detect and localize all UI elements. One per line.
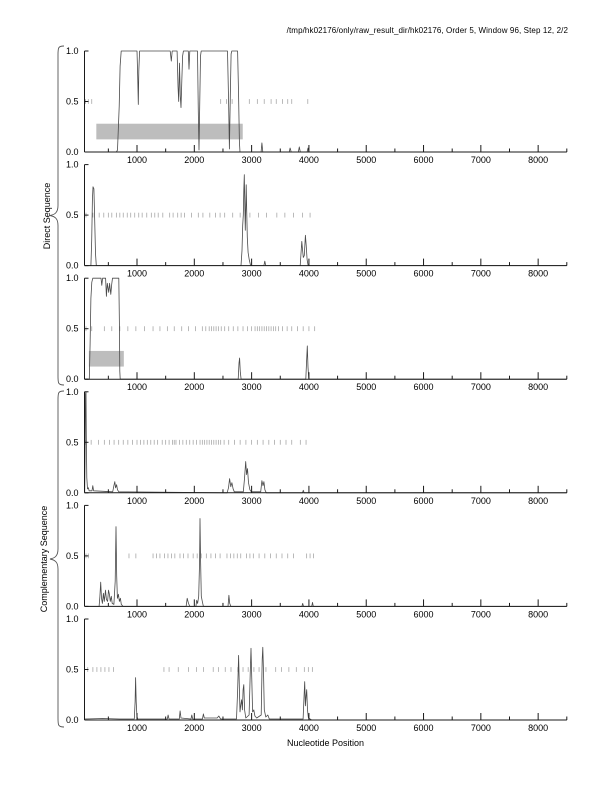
x-tick-label: 7000 bbox=[471, 723, 491, 733]
panel-complementary-frame-2: 1000 2000 3000 4000 5000 6000 7000 8000 0.0 0.5 1.… bbox=[66, 500, 568, 619]
x-tick-label: 1000 bbox=[127, 609, 147, 619]
y-tick-label: 0.0 bbox=[66, 715, 79, 725]
x-tick-label: 1000 bbox=[127, 496, 147, 506]
axes bbox=[84, 50, 568, 153]
y-tick-label: 1.0 bbox=[66, 46, 79, 56]
x-tick-label: 4000 bbox=[299, 155, 319, 165]
x-tick-label: 2000 bbox=[184, 382, 204, 392]
x-tick-label: 5000 bbox=[356, 723, 376, 733]
predicted-region-bar bbox=[96, 123, 243, 140]
x-tick-label: 3000 bbox=[242, 609, 262, 619]
axes bbox=[84, 618, 568, 721]
y-tick-label: 1.0 bbox=[66, 614, 79, 624]
codon-markers bbox=[85, 553, 314, 559]
probability-curve bbox=[84, 174, 567, 266]
x-tick-label: 1000 bbox=[127, 155, 147, 165]
x-tick-label: 6000 bbox=[414, 269, 434, 279]
x-tick-label: 6000 bbox=[414, 609, 434, 619]
panel-direct-frame-2: 1000 2000 3000 4000 5000 6000 7000 8000 0.0 0.5 1.… bbox=[66, 160, 568, 279]
panel-direct-frame-1: 1000 2000 3000 4000 5000 6000 7000 8000 0.0 0.5 1.… bbox=[66, 46, 568, 165]
x-tick-label: 4000 bbox=[299, 382, 319, 392]
codon-markers bbox=[87, 667, 313, 672]
y-tick-label: 0.5 bbox=[66, 551, 79, 561]
x-tick-label: 8000 bbox=[528, 269, 548, 279]
x-tick-label: 5000 bbox=[356, 609, 376, 619]
axes bbox=[84, 277, 568, 380]
direct-sequence-brace bbox=[49, 45, 65, 386]
x-tick-label: 6000 bbox=[414, 496, 434, 506]
x-tick-label: 8000 bbox=[528, 609, 548, 619]
probability-curve bbox=[84, 391, 567, 494]
axes bbox=[84, 164, 568, 267]
y-tick-label: 0.0 bbox=[66, 147, 79, 157]
probability-curve bbox=[84, 646, 567, 721]
axes bbox=[84, 504, 568, 607]
codon-markers bbox=[85, 99, 309, 104]
x-tick-label: 7000 bbox=[471, 496, 491, 506]
x-tick-label: 6000 bbox=[414, 155, 434, 165]
x-tick-label: 2000 bbox=[184, 155, 204, 165]
x-tick-label: 1000 bbox=[127, 382, 147, 392]
group-label-direct-sequence: Direct Sequence bbox=[42, 182, 52, 250]
y-tick-label: 0.5 bbox=[66, 665, 79, 675]
x-tick-label: 7000 bbox=[471, 382, 491, 392]
axes bbox=[84, 391, 568, 494]
x-tick-label: 2000 bbox=[184, 723, 204, 733]
y-tick-label: 0.0 bbox=[66, 261, 79, 271]
panel-direct-frame-3: 1000 2000 3000 4000 5000 6000 7000 8000 0.0 0.5 1.… bbox=[66, 273, 568, 392]
y-tick-label: 1.0 bbox=[66, 160, 79, 170]
codon-markers bbox=[85, 326, 316, 332]
y-tick-label: 0.5 bbox=[66, 97, 79, 107]
x-tick-label: 2000 bbox=[184, 496, 204, 506]
y-tick-label: 0.0 bbox=[66, 601, 79, 611]
y-tick-label: 0.0 bbox=[66, 488, 79, 498]
x-tick-label: 1000 bbox=[127, 269, 147, 279]
x-tick-label: 5000 bbox=[356, 155, 376, 165]
x-tick-label: 2000 bbox=[184, 269, 204, 279]
x-tick-label: 5000 bbox=[356, 269, 376, 279]
x-tick-label: 3000 bbox=[242, 382, 262, 392]
x-tick-label: 4000 bbox=[299, 269, 319, 279]
y-tick-label: 0.5 bbox=[66, 210, 79, 220]
probability-curve bbox=[84, 518, 567, 607]
codon-markers bbox=[85, 212, 311, 218]
panel-complementary-frame-3: 1000 2000 3000 4000 5000 6000 7000 8000 0.0 0.5 1.… bbox=[66, 614, 568, 733]
x-tick-label: 1000 bbox=[127, 723, 147, 733]
y-tick-label: 0.0 bbox=[66, 374, 79, 384]
y-tick-label: 1.0 bbox=[66, 273, 79, 283]
y-tick-label: 1.0 bbox=[66, 387, 79, 397]
x-tick-label: 3000 bbox=[242, 723, 262, 733]
x-tick-label: 5000 bbox=[356, 382, 376, 392]
x-tick-label: 3000 bbox=[242, 496, 262, 506]
x-tick-label: 8000 bbox=[528, 382, 548, 392]
x-tick-label: 3000 bbox=[242, 269, 262, 279]
codon-markers bbox=[85, 439, 307, 445]
x-tick-label: 3000 bbox=[242, 155, 262, 165]
complementary-sequence-brace bbox=[49, 390, 65, 728]
x-tick-label: 8000 bbox=[528, 723, 548, 733]
x-tick-label: 7000 bbox=[471, 609, 491, 619]
x-tick-label: 8000 bbox=[528, 155, 548, 165]
x-tick-label: 5000 bbox=[356, 496, 376, 506]
x-tick-label: 7000 bbox=[471, 155, 491, 165]
predicted-region-bar bbox=[88, 350, 124, 367]
x-tick-label: 7000 bbox=[471, 269, 491, 279]
x-tick-label: 4000 bbox=[299, 609, 319, 619]
probability-curve bbox=[84, 277, 567, 380]
x-tick-label: 2000 bbox=[184, 609, 204, 619]
x-tick-label: 6000 bbox=[414, 382, 434, 392]
y-tick-label: 0.5 bbox=[66, 324, 79, 334]
x-tick-label: 4000 bbox=[299, 723, 319, 733]
y-tick-label: 0.5 bbox=[66, 437, 79, 447]
y-tick-label: 1.0 bbox=[66, 500, 79, 510]
x-tick-label: 4000 bbox=[299, 496, 319, 506]
panel-complementary-frame-1: 1000 2000 3000 4000 5000 6000 7000 8000 0.0 0.5 1.… bbox=[66, 387, 568, 506]
group-label-complementary-sequence: Complementary Sequence bbox=[39, 505, 49, 613]
plot-title: /tmp/hk02176/only/raw_result_dir/hk02176… bbox=[286, 26, 568, 35]
x-axis-title: Nucleotide Position bbox=[286, 738, 365, 748]
x-tick-label: 6000 bbox=[414, 723, 434, 733]
x-tick-label: 8000 bbox=[528, 496, 548, 506]
